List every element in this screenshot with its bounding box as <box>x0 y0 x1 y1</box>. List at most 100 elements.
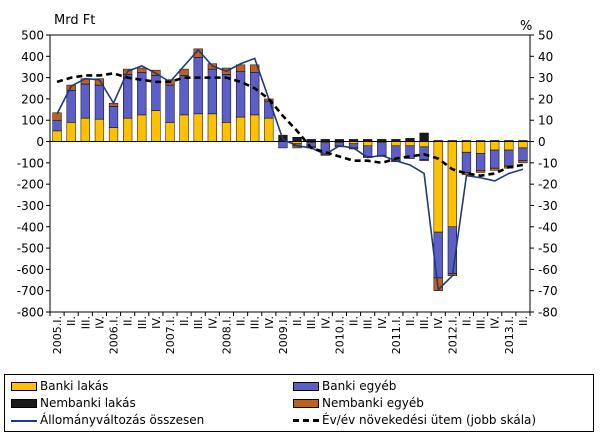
bar-nembanki-egyeb <box>179 68 189 76</box>
legend-label-banki-lakas: Banki lakás <box>40 379 109 393</box>
bar-banki-lakas <box>207 113 217 142</box>
bar-banki-egyeb <box>193 57 203 115</box>
right-axis-tick-label: -70 <box>538 284 558 298</box>
bar-banki-lakas <box>151 110 161 142</box>
right-axis-tick-label: -20 <box>538 178 558 192</box>
bar-nembanki-egyeb <box>475 170 486 173</box>
bar-banki-lakas <box>235 116 246 142</box>
x-axis-category-label: III. <box>475 316 488 329</box>
legend-label-total-line: Állományváltozás összesen <box>40 413 205 427</box>
x-axis-category-label: 2011.I. <box>390 316 403 354</box>
x-axis-category-label: 2012.I. <box>446 316 459 354</box>
bar-banki-egyeb <box>504 149 514 167</box>
bar-banki-lakas <box>363 141 373 147</box>
bar-banki-lakas <box>264 117 274 142</box>
legend-item-total-line: Állományváltozás összesen <box>11 413 204 428</box>
x-axis-category-label: IV. <box>150 316 163 329</box>
x-axis-category-label: II. <box>460 316 473 326</box>
right-axis-tick-label: 10 <box>538 114 553 128</box>
x-axis-category-label: II. <box>291 316 304 326</box>
bar-banki-lakas <box>165 122 175 142</box>
x-axis-category-label: 2009.I. <box>277 316 290 354</box>
chart-canvas: Mrd Ft % -800-700-600-500-400-300-200-10… <box>17 13 558 354</box>
bar-banki-egyeb <box>80 83 90 119</box>
line-total-stock-change <box>56 48 524 292</box>
bar-banki-lakas <box>447 141 457 228</box>
bar-banki-egyeb <box>66 90 76 123</box>
left-axis-tick-label: -200 <box>17 178 44 192</box>
left-axis-unit: Mrd Ft <box>54 13 95 28</box>
x-axis-category-label: 2008.I. <box>220 316 233 354</box>
right-axis-tick-label: 50 <box>538 29 553 43</box>
bar-banki-lakas <box>504 141 514 151</box>
bar-nembanki-egyeb <box>52 112 62 121</box>
line-yoy-growth <box>56 72 524 177</box>
left-axis-tick-label: 300 <box>21 71 44 85</box>
right-axis-tick-label: -10 <box>538 156 558 170</box>
right-axis-tick-label: -40 <box>538 220 558 234</box>
legend-line-yoy <box>293 419 319 422</box>
right-axis-tick-label: 20 <box>538 92 553 106</box>
left-axis-tick-label: 500 <box>21 29 44 43</box>
bar-banki-egyeb <box>235 70 246 118</box>
bar-nembanki-egyeb <box>94 78 105 86</box>
plot-frame <box>49 34 531 313</box>
x-axis-category-label: III. <box>249 316 262 329</box>
right-axis-tick-label: -30 <box>538 199 558 213</box>
bar-banki-lakas <box>193 113 203 142</box>
bar-banki-lakas <box>419 141 429 148</box>
bar-banki-egyeb <box>490 149 500 169</box>
right-axis-unit: % <box>520 19 532 34</box>
bar-banki-lakas <box>490 141 500 151</box>
bar-banki-egyeb <box>461 151 472 173</box>
bar-banki-lakas <box>250 114 260 142</box>
bar-banki-egyeb <box>518 147 528 161</box>
x-axis-category-label: IV. <box>489 316 502 329</box>
x-axis-category-label: IV. <box>263 316 276 329</box>
right-axis-tick-label: -60 <box>538 263 558 277</box>
x-axis-category-label: 2013.I. <box>503 316 516 354</box>
right-axis-tick-label: 40 <box>538 50 553 64</box>
right-axis-tick-label: -50 <box>538 242 558 256</box>
bar-banki-lakas <box>391 141 401 147</box>
left-axis-tick-label: -700 <box>17 284 44 298</box>
bar-banki-lakas <box>179 114 189 142</box>
bar-banki-egyeb <box>123 74 133 119</box>
bar-banki-lakas <box>66 122 76 142</box>
bar-banki-egyeb <box>52 119 62 132</box>
x-axis-category-label: IV. <box>376 316 389 329</box>
x-axis-category-label: II. <box>235 316 248 326</box>
left-axis-tick-label: -600 <box>17 263 44 277</box>
x-axis-category-label: III. <box>418 316 431 329</box>
bar-nembanki-lakas <box>419 132 429 142</box>
legend-label-nembanki-egyeb: Nembanki egyéb <box>322 396 424 410</box>
x-axis-category-label: 2007.I. <box>164 316 177 354</box>
bar-nembanki-egyeb <box>235 64 246 72</box>
bar-nembanki-egyeb <box>518 160 528 164</box>
left-axis-tick-label: 100 <box>21 114 44 128</box>
x-axis-category-label: II. <box>517 316 530 326</box>
legend-item-banki-egyeb: Banki egyéb <box>293 379 396 394</box>
right-axis-tick-label: -80 <box>538 306 558 320</box>
x-axis-category-label: III. <box>136 316 149 329</box>
legend-item-nembanki-egyeb: Nembanki egyéb <box>293 396 424 411</box>
x-axis-category-label: II. <box>122 316 135 326</box>
right-axis-tick-label: 30 <box>538 71 553 85</box>
x-axis-category-label: III. <box>79 316 92 329</box>
x-axis-category-label: IV. <box>319 316 332 329</box>
legend-item-nembanki-lakas: Nembanki lakás <box>11 396 136 411</box>
bar-banki-egyeb <box>278 141 288 149</box>
bar-banki-egyeb <box>207 68 217 115</box>
bar-banki-lakas <box>123 117 133 142</box>
x-axis-category-label: 2006.I. <box>108 316 121 354</box>
bar-nembanki-lakas <box>292 137 302 142</box>
bar-nembanki-egyeb <box>137 67 147 73</box>
bar-banki-lakas <box>52 130 62 142</box>
x-axis-category-label: IV. <box>206 316 219 329</box>
bar-banki-lakas <box>518 141 528 149</box>
bar-banki-egyeb <box>165 84 175 123</box>
x-axis-category-label: II. <box>404 316 417 326</box>
x-axis-category-label: III. <box>362 316 375 329</box>
left-axis-tick-label: -300 <box>17 199 44 213</box>
legend-swatch-banki-lakas <box>11 382 37 391</box>
